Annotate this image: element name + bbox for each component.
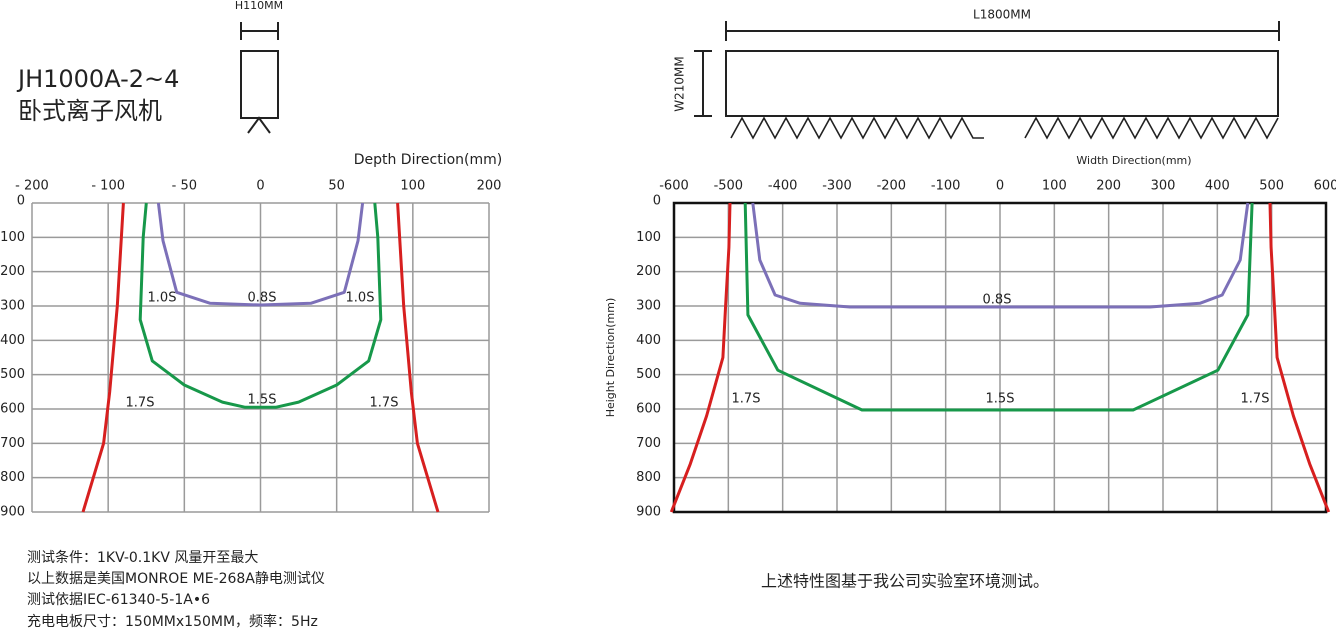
series-line <box>81 202 125 513</box>
x-axis-title: Width Direction(mm) <box>1076 154 1191 167</box>
x-tick-label: 200 <box>477 179 502 194</box>
series-line <box>156 202 365 307</box>
x-tick-label: - 200 <box>15 179 49 194</box>
x-tick-label: 100 <box>400 179 425 194</box>
annotation: 1.7S <box>126 396 155 411</box>
y-tick-label: 600 <box>0 402 25 417</box>
y-tick-label: 500 <box>636 367 661 382</box>
note: 充电电板尺寸：150MMx150MM，频率：5Hz <box>27 613 318 630</box>
x-tick-label: -600 <box>659 179 689 194</box>
plot-frame <box>672 201 1328 514</box>
note: 测试条件：1KV-0.1KV 风量开至最大 <box>27 549 258 566</box>
series-line <box>743 202 1254 412</box>
note: 以上数据是美国MONROE ME-268A静电测试仪 <box>27 571 325 587</box>
y-tick-label: 900 <box>636 505 661 520</box>
annotation: 0.8S <box>983 293 1012 308</box>
y-tick-label: 700 <box>636 436 661 451</box>
x-tick-label: 500 <box>1259 179 1284 194</box>
x-tick-label: - 100 <box>91 179 125 194</box>
x-tick-label: - 50 <box>172 179 197 194</box>
product-name: 卧式离子风机 <box>18 97 162 125</box>
x-tick-label: 200 <box>1096 179 1121 194</box>
y-tick-label: 900 <box>0 505 25 520</box>
y-tick-label: 100 <box>0 230 25 245</box>
annotation: 1.0S <box>346 291 375 306</box>
y-tick-label: 400 <box>636 333 661 348</box>
y-tick-label: 0 <box>17 194 25 209</box>
y-tick-label: 400 <box>0 333 25 348</box>
y-tick-label: 100 <box>636 230 661 245</box>
x-tick-label: 600 <box>1314 179 1336 194</box>
series-line <box>669 202 732 513</box>
x-tick-label: 0 <box>996 179 1004 194</box>
length-dim: L1800MM <box>973 8 1031 22</box>
series-line <box>396 202 440 513</box>
x-tick-label: 100 <box>1042 179 1067 194</box>
y-tick-label: 800 <box>636 470 661 485</box>
annotation: 1.5S <box>986 392 1015 407</box>
width-dim: W210MM <box>673 56 687 111</box>
y-tick-label: 200 <box>0 264 25 279</box>
height-dim: H110MM <box>235 0 283 12</box>
x-tick-label: 50 <box>328 179 345 194</box>
x-tick-label: 0 <box>256 179 264 194</box>
y-tick-label: 600 <box>636 402 661 417</box>
x-tick-label: -100 <box>931 179 961 194</box>
x-tick-label: 400 <box>1205 179 1230 194</box>
model: JH1000A-2~4 <box>16 65 179 93</box>
annotation: 1.7S <box>732 392 761 407</box>
y-tick-label: 500 <box>0 367 25 382</box>
note: 测试依据IEC-61340-5-1A•6 <box>27 592 210 608</box>
small-device <box>240 22 279 134</box>
y-axis-title: Height Direction(mm) <box>604 298 617 418</box>
series-line <box>138 202 383 409</box>
series-line <box>751 202 1250 309</box>
y-tick-label: 300 <box>636 299 661 314</box>
x-tick-label: -200 <box>877 179 907 194</box>
footnote: 上述特性图基于我公司实验室环境测试。 <box>761 572 1049 591</box>
x-tick-label: -500 <box>714 179 744 194</box>
y-tick-label: 800 <box>0 470 25 485</box>
y-tick-label: 300 <box>0 299 25 314</box>
y-tick-label: 700 <box>0 436 25 451</box>
annotation: 1.7S <box>1241 392 1270 407</box>
large-device <box>694 21 1280 140</box>
x-tick-label: 300 <box>1151 179 1176 194</box>
series-line <box>1268 202 1331 513</box>
y-tick-label: 0 <box>653 194 661 209</box>
x-axis-title: Depth Direction(mm) <box>354 152 503 168</box>
annotation: 1.0S <box>148 291 177 306</box>
annotation: 0.8S <box>248 291 277 306</box>
annotation: 1.5S <box>248 393 277 408</box>
annotation: 1.7S <box>370 396 399 411</box>
y-tick-label: 200 <box>636 264 661 279</box>
x-tick-label: -400 <box>768 179 798 194</box>
x-tick-label: -300 <box>822 179 852 194</box>
